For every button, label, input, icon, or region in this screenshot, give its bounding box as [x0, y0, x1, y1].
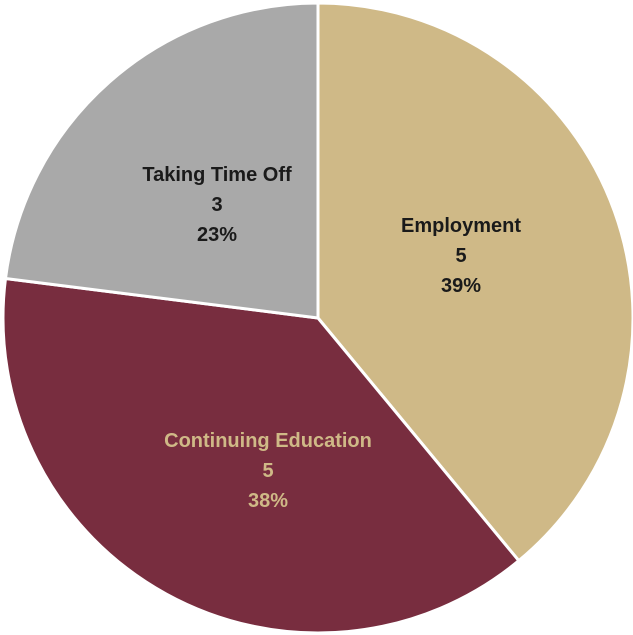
pie-label-taking-time-off-percent: 23%	[197, 224, 237, 246]
pie-slice-continuing-education	[1, 277, 521, 635]
pie-label-employment-value: 5	[455, 245, 466, 267]
pie-label-taking-time-off-value: 3	[211, 194, 222, 216]
pie-label-continuing-education-value: 5	[262, 460, 273, 482]
pie-label-employment-percent: 39%	[441, 275, 481, 297]
pie-label-employment-name: Employment	[401, 215, 521, 237]
pie-slice-taking-time-off	[3, 1, 320, 320]
pie-label-taking-time-off-name: Taking Time Off	[142, 164, 292, 186]
pie-slice-employment	[316, 1, 633, 563]
pie-label-continuing-education-percent: 38%	[248, 490, 288, 512]
pie-label-continuing-education-name: Continuing Education	[164, 430, 372, 452]
pie-labels: Employment 5 39% Continuing Education 5 38% Ta…	[142, 164, 521, 512]
